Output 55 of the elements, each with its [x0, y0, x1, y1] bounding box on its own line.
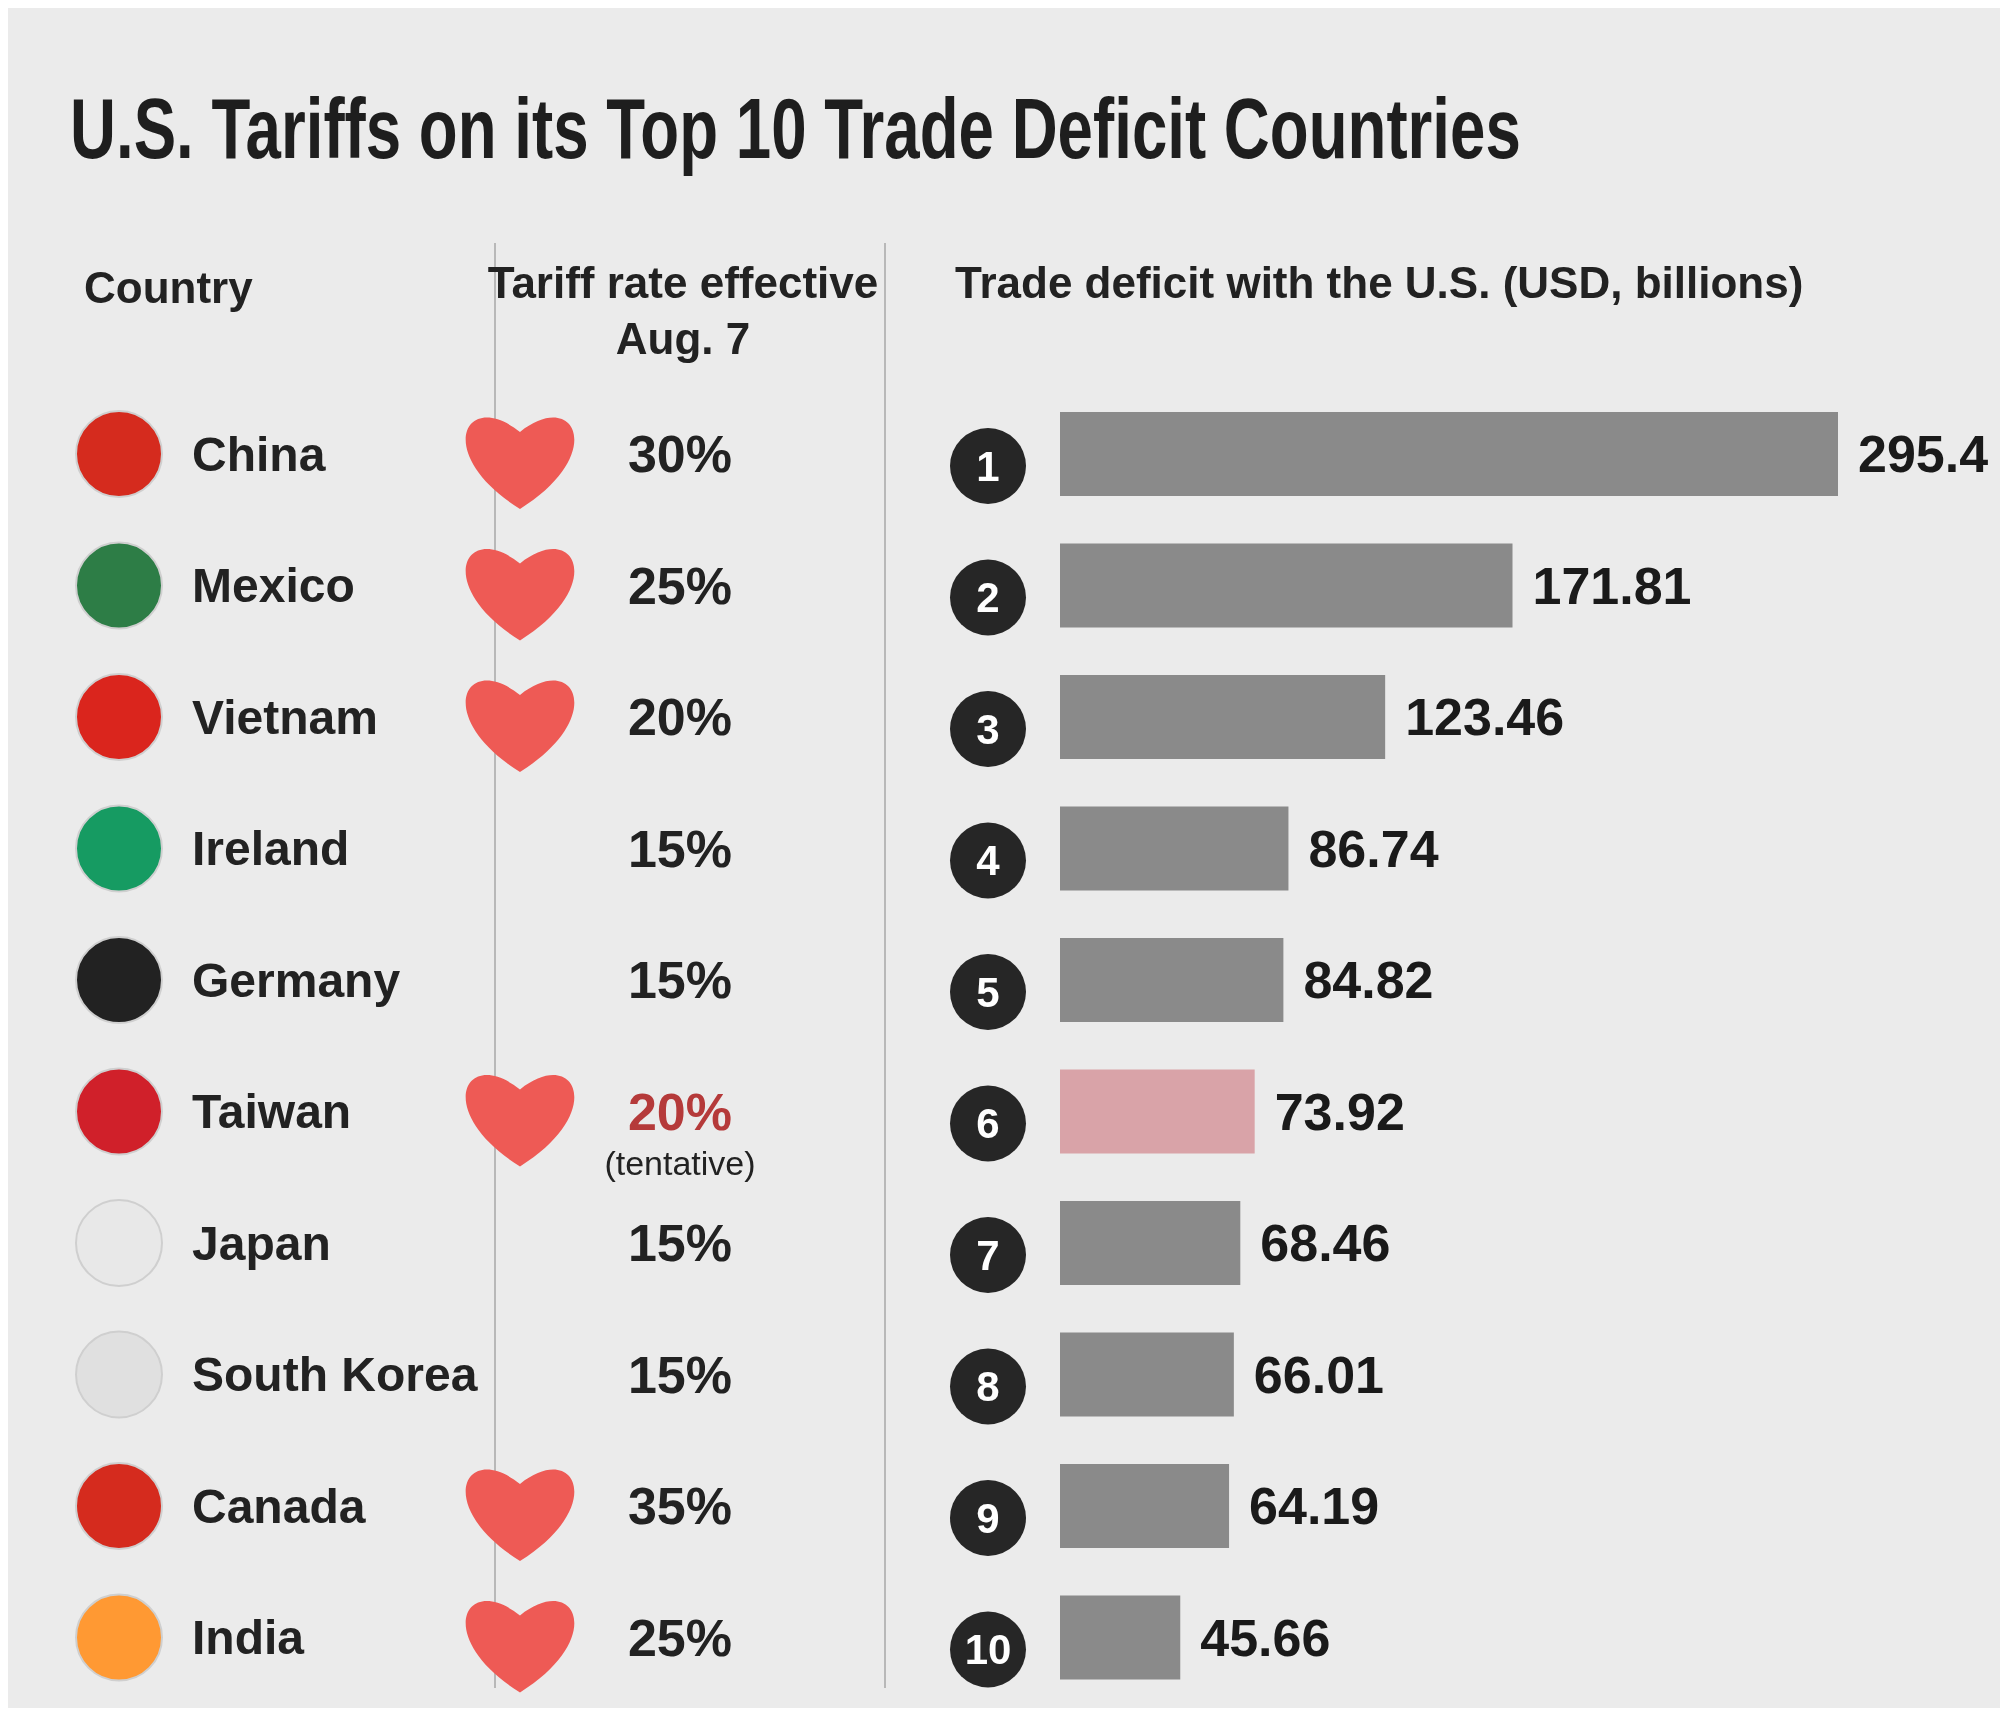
- data-label: 123.46: [1405, 688, 1565, 747]
- bar: [1060, 806, 1289, 891]
- text: Country: [84, 263, 254, 312]
- data-label: 73.92: [1274, 1082, 1405, 1141]
- text: 2: [976, 574, 1000, 622]
- data-label: 295.4: [1858, 425, 1989, 484]
- text: 25%: [627, 1608, 733, 1667]
- text: 3: [976, 705, 1000, 753]
- text: 10: [964, 1626, 1012, 1674]
- bar: [1060, 1069, 1255, 1154]
- x-axis-title: Trade deficit with the U.S. (USD, billions): [955, 258, 1804, 307]
- y-tick-label: India: [192, 1611, 305, 1665]
- chart-title: U.S. Tariffs on its Top 10 Trade Deficit Countries: [70, 80, 1521, 177]
- data-label: 64.19: [1249, 1477, 1380, 1536]
- text: 6: [976, 1100, 1000, 1148]
- y-tick-label: Germany: [192, 953, 401, 1007]
- text: 20%: [627, 688, 733, 747]
- text: 4: [976, 837, 1001, 885]
- data-label: 86.74: [1308, 819, 1439, 878]
- text: 20%: [627, 1082, 733, 1141]
- bar: [1060, 412, 1838, 496]
- data-label: 171.81: [1532, 556, 1692, 615]
- y-tick-label: Vietnam: [192, 690, 378, 744]
- bar: [1060, 675, 1386, 759]
- data-label: 68.46: [1260, 1214, 1391, 1273]
- bar: [1060, 1595, 1181, 1680]
- text: 15%: [627, 1345, 733, 1404]
- data-label: 84.82: [1303, 951, 1434, 1010]
- data-label: 45.66: [1200, 1608, 1331, 1667]
- y-tick-label: Mexico: [192, 559, 355, 613]
- bar: [1060, 938, 1284, 1022]
- y-tick-label: Japan: [192, 1216, 331, 1270]
- text: 35%: [627, 1477, 733, 1536]
- y-tick-label: China: [192, 427, 326, 481]
- bar: [1060, 1332, 1234, 1417]
- text: (tentative): [604, 1144, 756, 1183]
- y-tick-label: Canada: [192, 1479, 366, 1533]
- data-label: 66.01: [1253, 1345, 1384, 1404]
- text: 15%: [627, 1214, 733, 1273]
- text: 30%: [627, 425, 733, 484]
- text: 25%: [627, 556, 733, 615]
- text: 1: [976, 442, 1000, 490]
- bar: [1060, 1201, 1241, 1285]
- text: 7: [976, 1231, 1000, 1279]
- y-tick-label: Ireland: [192, 822, 350, 876]
- text: 5: [976, 968, 1000, 1016]
- text: 8: [976, 1363, 1000, 1411]
- y-tick-label: Taiwan: [192, 1085, 352, 1139]
- text: 15%: [627, 819, 733, 878]
- bar: [1060, 543, 1513, 628]
- text: 9: [976, 1494, 1000, 1542]
- text: 15%: [627, 951, 733, 1010]
- text: Tariff rate effective Aug. 7: [487, 258, 879, 363]
- bar: [1060, 1464, 1230, 1548]
- y-tick-label: South Korea: [192, 1348, 478, 1402]
